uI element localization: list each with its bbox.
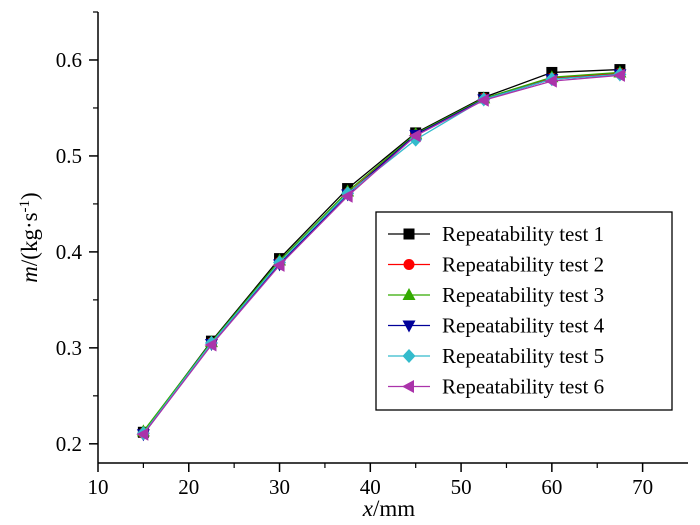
series-line [142,74,620,435]
legend-item: Repeatability test 3 [388,283,604,307]
legend-item: Repeatability test 6 [388,375,604,399]
y-tick-label: 0.5 [56,144,82,168]
data-point [136,427,149,441]
data-point [612,68,625,82]
legend-item: Repeatability test 4 [388,314,605,338]
legend-marker [402,380,414,393]
legend-item: Repeatability test 1 [388,222,604,246]
data-point [340,189,353,203]
legend-marker [403,228,415,240]
x-tick-label: 40 [360,475,381,499]
data-point [272,258,285,272]
series-6 [136,68,625,441]
data-point [204,338,217,352]
x-tick-label: 70 [632,475,653,499]
x-tick-label: 50 [451,475,472,499]
legend-marker [402,349,416,363]
legend-marker [403,259,415,270]
x-tick-label: 30 [269,475,290,499]
y-axis-title: m/(kg·s-1) [17,192,42,282]
x-axis-title: x/mm [362,496,415,521]
y-tick-label: 0.3 [56,336,82,360]
x-tick-label: 20 [178,475,199,499]
legend-item: Repeatability test 2 [388,253,604,277]
legend: Repeatability test 1 Repeatability test 2… [375,211,673,411]
x-tick-label: 10 [88,475,109,499]
legend-label: Repeatability test 6 [442,375,604,399]
series-line [142,71,620,432]
data-point [544,74,557,88]
series-line [142,68,620,433]
plot-area: 10 20 30 40 50 60 70 0.2 0.3 0.4 0.5 0.6 x/mm m/(kg·s… [17,11,688,521]
legend-label: Repeatability test 1 [442,222,604,246]
data-point [408,129,421,143]
legend-marker [402,320,416,333]
legend-item: Repeatability test 5 [388,344,604,368]
y-tick-label: 0.6 [56,48,82,72]
legend-box [375,211,673,411]
legend-label: Repeatability test 3 [442,283,604,307]
y-tick-label: 0.2 [56,432,82,456]
y-tick-label: 0.4 [56,240,83,264]
x-tick-label: 60 [541,475,562,499]
data-point [476,93,489,107]
legend-label: Repeatability test 4 [442,314,605,338]
legend-marker [402,288,416,300]
legend-label: Repeatability test 5 [442,344,604,368]
legend-label: Repeatability test 2 [442,253,604,277]
